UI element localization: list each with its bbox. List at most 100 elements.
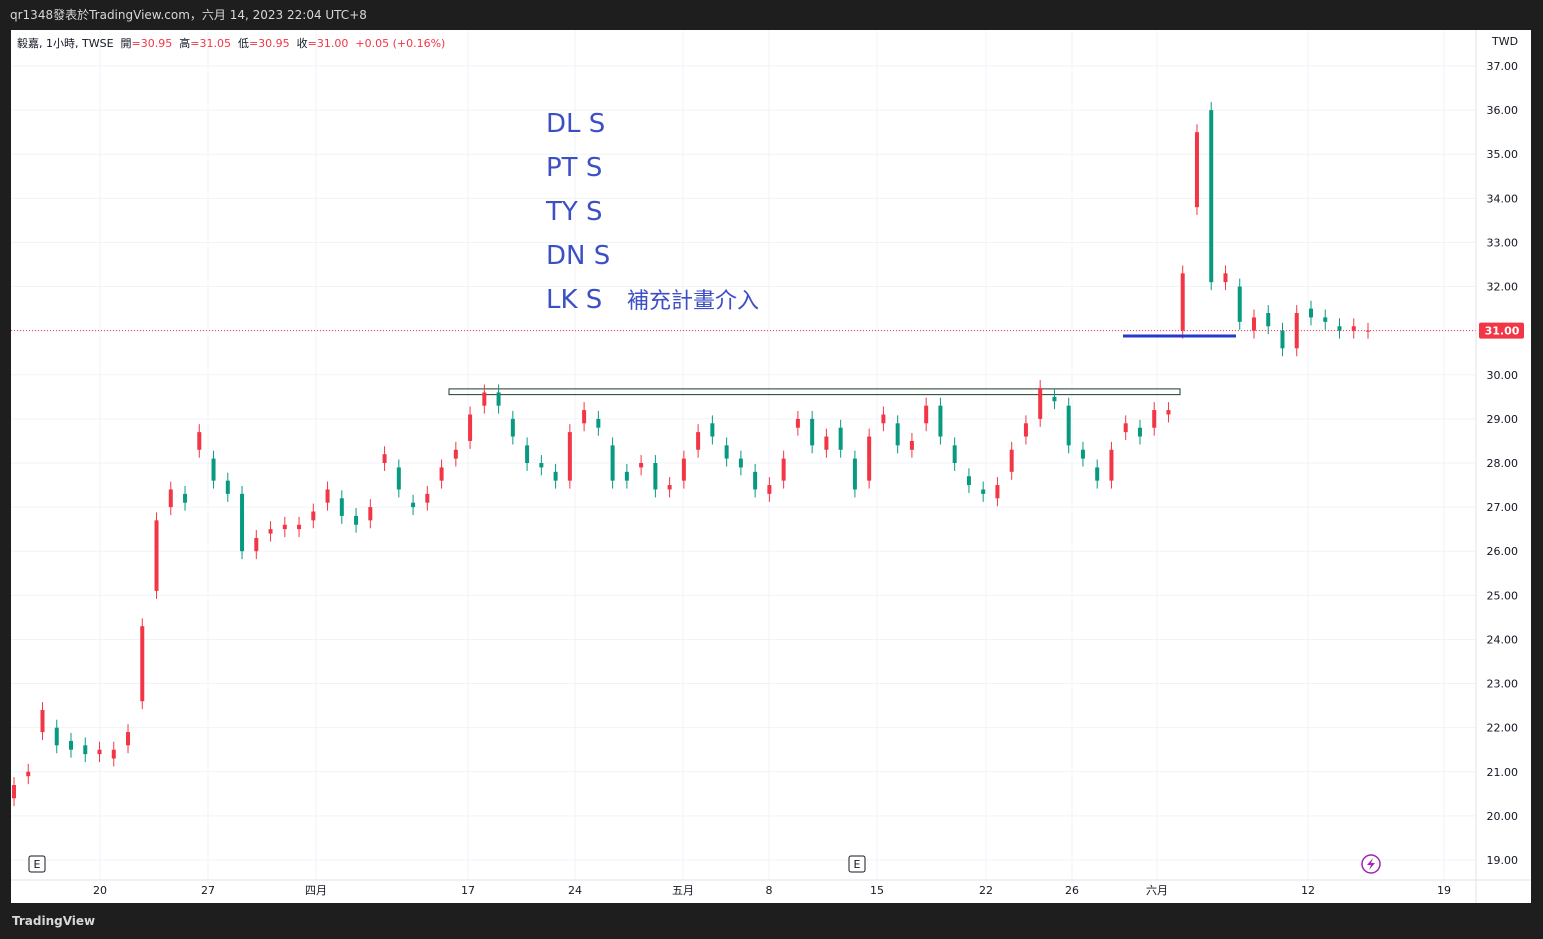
earnings-icon[interactable] bbox=[28, 855, 46, 873]
candle-body bbox=[1080, 449, 1085, 459]
candle-body bbox=[40, 710, 45, 733]
symbol-legend: 毅嘉, 1小時, TWSE 開=30.95 高=31.05 低=30.95 收=… bbox=[17, 35, 445, 51]
change-value: +0.05 (+0.16%) bbox=[355, 37, 446, 50]
x-axis[interactable]: 20 27 四月 17 24 五月 8 15 22 26 六月 12 19 bbox=[11, 879, 1531, 897]
candle-body bbox=[496, 392, 501, 406]
candle-body bbox=[211, 458, 216, 481]
candle-body bbox=[881, 414, 886, 424]
candle-body bbox=[924, 405, 929, 424]
candle-body bbox=[567, 432, 572, 481]
resistance-zone bbox=[448, 388, 1181, 396]
x-tick-label: 15 bbox=[870, 884, 884, 897]
y-tick-label: 33.00 bbox=[1487, 236, 1519, 249]
candle-body bbox=[325, 489, 330, 503]
candle-body bbox=[439, 467, 444, 481]
annotation-text: DL S bbox=[546, 109, 605, 139]
candle-body bbox=[510, 418, 515, 437]
y-tick-label: 25.00 bbox=[1487, 589, 1519, 602]
candle-body bbox=[1351, 326, 1356, 331]
candle-body bbox=[582, 410, 587, 424]
candle-body bbox=[610, 445, 615, 481]
y-tick-label: 32.00 bbox=[1487, 281, 1519, 294]
candle-body bbox=[1266, 313, 1271, 327]
y-tick-label: 36.00 bbox=[1487, 104, 1519, 117]
candle-body bbox=[1223, 273, 1228, 283]
candle-body bbox=[696, 432, 701, 450]
candle-body bbox=[653, 463, 658, 490]
y-axis[interactable]: 19.00 20.00 21.00 22.00 23.00 24.00 25.00 26.00… bbox=[1475, 30, 1524, 903]
candle-body bbox=[1308, 308, 1313, 318]
candle-body bbox=[282, 524, 287, 530]
candle-body bbox=[396, 467, 401, 490]
candle-body bbox=[311, 511, 316, 521]
candle-body bbox=[1166, 410, 1171, 415]
annotation-text: DN S bbox=[546, 241, 610, 271]
candle-body bbox=[1095, 467, 1100, 481]
close-label: 收 bbox=[296, 37, 308, 50]
candle-body bbox=[824, 436, 829, 450]
candle-body bbox=[225, 480, 230, 494]
low-value: =30.95 bbox=[248, 37, 290, 50]
x-tick-label: 27 bbox=[201, 884, 215, 897]
x-tick-label: 24 bbox=[568, 884, 582, 897]
candle-body bbox=[639, 463, 644, 468]
candle-body bbox=[624, 471, 629, 481]
price-tag[interactable] bbox=[1479, 322, 1524, 339]
chart-panel[interactable] bbox=[11, 30, 1531, 903]
y-tick-label: 22.00 bbox=[1487, 722, 1519, 735]
candle-body bbox=[1152, 410, 1157, 428]
candle-body bbox=[767, 485, 772, 494]
candle-body bbox=[1137, 427, 1142, 437]
candle-body bbox=[354, 515, 359, 525]
candle-body bbox=[482, 392, 487, 406]
earnings-icon[interactable] bbox=[848, 855, 866, 873]
x-tick-label: 12 bbox=[1301, 884, 1315, 897]
candle-body bbox=[240, 493, 245, 552]
candle-body bbox=[183, 493, 188, 503]
candle-body bbox=[425, 493, 430, 503]
candle-body bbox=[852, 458, 857, 490]
tradingview-logo[interactable]: TradingView bbox=[12, 914, 96, 928]
x-tick-label: 五月 bbox=[672, 884, 694, 897]
candle-body bbox=[738, 458, 743, 468]
candle-body bbox=[596, 418, 601, 428]
y-tick-label: 26.00 bbox=[1487, 545, 1519, 558]
candle-body bbox=[26, 771, 31, 777]
y-tick-label: 24.00 bbox=[1487, 633, 1519, 646]
candle-body bbox=[197, 432, 202, 450]
candle-body bbox=[838, 427, 843, 450]
candle-body bbox=[895, 423, 900, 446]
x-tick-label: 19 bbox=[1437, 884, 1451, 897]
open-value: =30.95 bbox=[131, 37, 173, 50]
candle-body bbox=[810, 418, 815, 446]
candle-body bbox=[54, 727, 59, 746]
candle-body bbox=[83, 745, 88, 755]
candle-body bbox=[1038, 388, 1043, 419]
candle-body bbox=[724, 445, 729, 459]
x-tick-label: 8 bbox=[766, 884, 773, 897]
reference-lines bbox=[11, 330, 1476, 338]
candle-body bbox=[981, 489, 986, 494]
candle-body bbox=[468, 414, 473, 441]
x-tick-label: 22 bbox=[979, 884, 993, 897]
candle-body bbox=[297, 524, 302, 530]
flash-icon-glyph bbox=[1367, 858, 1375, 870]
currency-label[interactable]: TWD bbox=[1492, 35, 1519, 48]
candle-body bbox=[781, 458, 786, 481]
candle-body bbox=[1052, 396, 1057, 402]
y-tick-label: 23.00 bbox=[1487, 678, 1519, 691]
candle-body bbox=[1194, 132, 1199, 208]
y-tick-label: 27.00 bbox=[1487, 501, 1519, 514]
candle-body bbox=[909, 440, 914, 450]
candle-body bbox=[154, 520, 159, 591]
candle-body bbox=[1109, 449, 1114, 481]
x-tick-label: 四月 bbox=[305, 884, 327, 897]
low-label: 低 bbox=[237, 37, 249, 50]
close-value: =31.00 bbox=[307, 37, 349, 50]
high-label: 高 bbox=[179, 37, 191, 50]
candle-body bbox=[1251, 317, 1256, 331]
x-tick-label: 20 bbox=[93, 884, 107, 897]
candle-body bbox=[1023, 423, 1028, 437]
